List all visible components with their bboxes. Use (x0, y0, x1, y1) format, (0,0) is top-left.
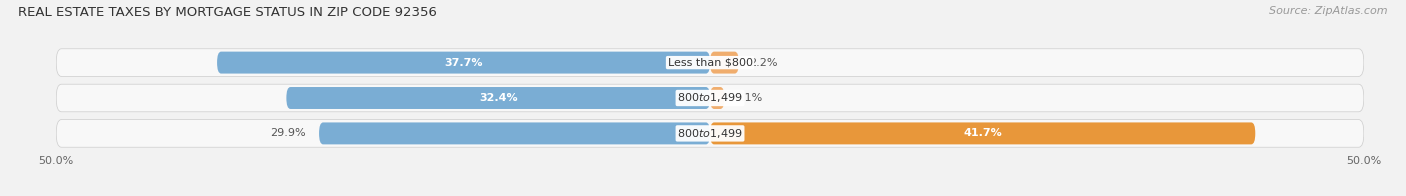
Text: $800 to $1,499: $800 to $1,499 (678, 92, 742, 104)
Text: Source: ZipAtlas.com: Source: ZipAtlas.com (1270, 6, 1388, 16)
FancyBboxPatch shape (710, 52, 738, 74)
Text: 41.7%: 41.7% (963, 128, 1002, 138)
Text: REAL ESTATE TAXES BY MORTGAGE STATUS IN ZIP CODE 92356: REAL ESTATE TAXES BY MORTGAGE STATUS IN … (18, 6, 437, 19)
Text: 29.9%: 29.9% (270, 128, 307, 138)
FancyBboxPatch shape (710, 87, 724, 109)
Text: Less than $800: Less than $800 (668, 58, 752, 68)
FancyBboxPatch shape (287, 87, 710, 109)
Text: $800 to $1,499: $800 to $1,499 (678, 127, 742, 140)
FancyBboxPatch shape (217, 52, 710, 74)
FancyBboxPatch shape (319, 122, 710, 144)
FancyBboxPatch shape (56, 120, 1364, 147)
FancyBboxPatch shape (56, 84, 1364, 112)
FancyBboxPatch shape (56, 49, 1364, 76)
Text: 2.2%: 2.2% (749, 58, 778, 68)
Text: 32.4%: 32.4% (479, 93, 517, 103)
Text: 1.1%: 1.1% (735, 93, 763, 103)
FancyBboxPatch shape (710, 122, 1256, 144)
Text: 37.7%: 37.7% (444, 58, 482, 68)
